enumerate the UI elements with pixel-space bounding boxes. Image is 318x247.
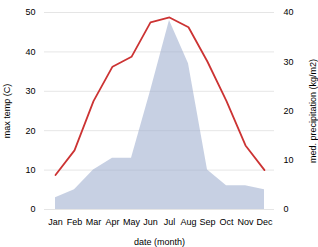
svg-text:Feb: Feb bbox=[67, 217, 83, 227]
svg-text:Jul: Jul bbox=[164, 217, 176, 227]
svg-text:date (month): date (month) bbox=[134, 237, 185, 247]
svg-text:Jan: Jan bbox=[48, 217, 63, 227]
svg-text:10: 10 bbox=[284, 155, 294, 165]
svg-text:30: 30 bbox=[284, 57, 294, 67]
svg-text:Jun: Jun bbox=[143, 217, 158, 227]
svg-text:0: 0 bbox=[284, 204, 289, 214]
svg-text:max temp (C): max temp (C) bbox=[2, 84, 12, 139]
svg-text:40: 40 bbox=[284, 7, 294, 17]
svg-text:med. precipitation (kg/m2): med. precipitation (kg/m2) bbox=[308, 59, 318, 163]
svg-text:0: 0 bbox=[30, 204, 35, 214]
svg-text:Nov: Nov bbox=[237, 217, 254, 227]
svg-text:Aug: Aug bbox=[180, 217, 196, 227]
svg-text:30: 30 bbox=[25, 86, 35, 96]
svg-text:10: 10 bbox=[25, 165, 35, 175]
svg-text:50: 50 bbox=[25, 7, 35, 17]
svg-text:Oct: Oct bbox=[219, 217, 234, 227]
svg-text:20: 20 bbox=[284, 106, 294, 116]
svg-text:Dec: Dec bbox=[256, 217, 273, 227]
svg-text:Apr: Apr bbox=[105, 217, 119, 227]
svg-text:Sep: Sep bbox=[199, 217, 215, 227]
svg-text:May: May bbox=[123, 217, 141, 227]
svg-text:Mar: Mar bbox=[86, 217, 102, 227]
svg-text:20: 20 bbox=[25, 126, 35, 136]
svg-text:40: 40 bbox=[25, 47, 35, 57]
